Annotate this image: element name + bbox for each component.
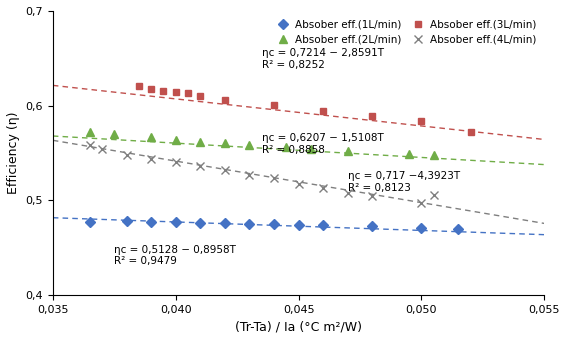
Absober eff.(2L/min) (307, 147, 314, 151)
Absober eff.(4L/min) (369, 194, 376, 199)
Absober eff.(4L/min) (270, 176, 277, 181)
Line: Absober eff.(2L/min): Absober eff.(2L/min) (86, 128, 438, 159)
Absober eff.(4L/min) (222, 168, 229, 172)
Absober eff.(2L/min) (197, 139, 204, 143)
Absober eff.(1L/min) (295, 223, 302, 227)
Absober eff.(3L/min) (160, 89, 167, 94)
Absober eff.(3L/min) (222, 98, 229, 102)
Absober eff.(1L/min) (222, 221, 229, 225)
Absober eff.(4L/min) (197, 164, 204, 168)
Absober eff.(4L/min) (99, 147, 105, 151)
Text: ηc = 0,5128 − 0,8958T
R² = 0,9479: ηc = 0,5128 − 0,8958T R² = 0,9479 (115, 245, 236, 267)
X-axis label: (Tr-Ta) / Ia (°C m²/W): (Tr-Ta) / Ia (°C m²/W) (235, 320, 362, 333)
Absober eff.(1L/min) (418, 225, 425, 230)
Absober eff.(4L/min) (246, 173, 253, 177)
Absober eff.(2L/min) (406, 152, 413, 156)
Absober eff.(4L/min) (295, 182, 302, 186)
Absober eff.(4L/min) (344, 190, 351, 194)
Absober eff.(1L/min) (270, 222, 277, 226)
Absober eff.(2L/min) (148, 135, 155, 139)
Absober eff.(3L/min) (320, 109, 327, 113)
Absober eff.(2L/min) (222, 141, 229, 146)
Line: Absober eff.(4L/min): Absober eff.(4L/min) (86, 141, 438, 207)
Absober eff.(2L/min) (86, 130, 93, 134)
Text: ηc = 0,6207 − 1,5108T
R² = 0,8858: ηc = 0,6207 − 1,5108T R² = 0,8858 (262, 133, 383, 155)
Absober eff.(3L/min) (185, 91, 192, 95)
Line: Absober eff.(1L/min): Absober eff.(1L/min) (86, 218, 462, 232)
Y-axis label: Efficiency (η): Efficiency (η) (7, 112, 20, 194)
Absober eff.(4L/min) (418, 201, 425, 205)
Text: ηc = 0,717 −4,3923T
R² = 0,8123: ηc = 0,717 −4,3923T R² = 0,8123 (348, 171, 460, 192)
Absober eff.(4L/min) (123, 153, 130, 157)
Absober eff.(3L/min) (136, 84, 142, 88)
Absober eff.(1L/min) (172, 220, 179, 224)
Absober eff.(4L/min) (148, 157, 155, 162)
Absober eff.(1L/min) (86, 220, 93, 224)
Absober eff.(1L/min) (320, 223, 327, 227)
Absober eff.(3L/min) (467, 130, 474, 134)
Absober eff.(3L/min) (197, 94, 204, 98)
Absober eff.(1L/min) (455, 226, 462, 231)
Absober eff.(3L/min) (369, 114, 376, 118)
Absober eff.(2L/min) (283, 145, 290, 149)
Absober eff.(4L/min) (86, 143, 93, 147)
Absober eff.(2L/min) (430, 153, 437, 157)
Absober eff.(3L/min) (418, 119, 425, 123)
Absober eff.(1L/min) (148, 220, 155, 224)
Line: Absober eff.(3L/min): Absober eff.(3L/min) (136, 82, 474, 136)
Absober eff.(4L/min) (320, 186, 327, 190)
Absober eff.(1L/min) (123, 219, 130, 223)
Text: ηc = 0,7214 − 2,8591T
R² = 0,8252: ηc = 0,7214 − 2,8591T R² = 0,8252 (262, 48, 384, 70)
Absober eff.(1L/min) (246, 222, 253, 226)
Legend: Absober eff.(1L/min), Absober eff.(2L/min), Absober eff.(3L/min), Absober eff.(4: Absober eff.(1L/min), Absober eff.(2L/mi… (272, 16, 539, 48)
Absober eff.(3L/min) (172, 90, 179, 95)
Absober eff.(3L/min) (148, 87, 155, 91)
Absober eff.(4L/min) (430, 193, 437, 198)
Absober eff.(1L/min) (197, 221, 204, 225)
Absober eff.(4L/min) (172, 160, 179, 164)
Absober eff.(2L/min) (246, 143, 253, 147)
Absober eff.(2L/min) (111, 132, 118, 136)
Absober eff.(1L/min) (369, 224, 376, 228)
Absober eff.(2L/min) (172, 138, 179, 142)
Absober eff.(2L/min) (344, 149, 351, 153)
Absober eff.(3L/min) (270, 103, 277, 107)
